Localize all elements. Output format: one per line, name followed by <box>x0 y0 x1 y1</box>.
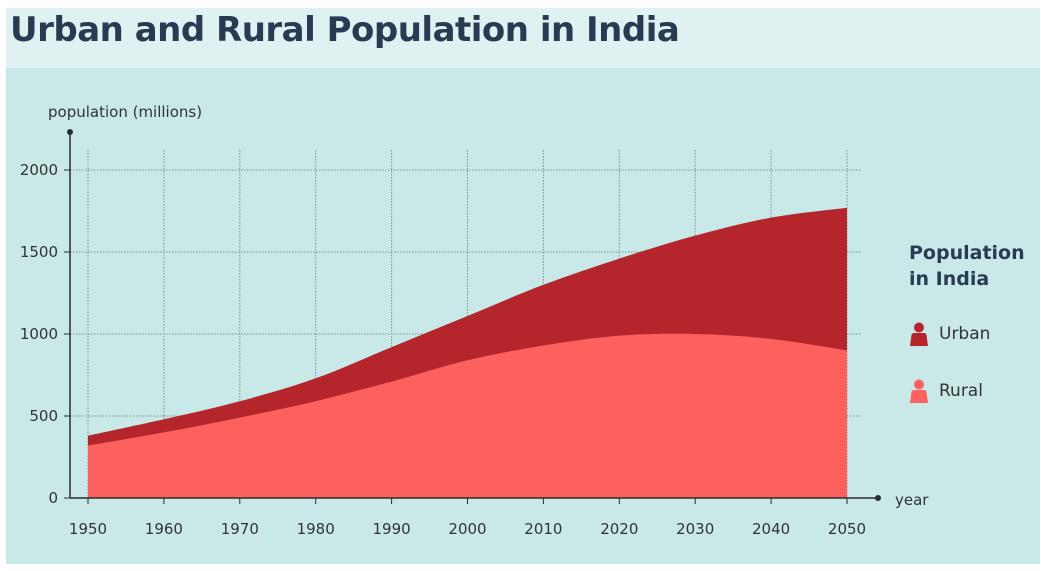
y-tick-label: 0 <box>48 489 58 507</box>
page-title: Urban and Rural Population in India <box>10 10 680 50</box>
x-tick-label: 1980 <box>297 520 335 538</box>
legend-title-line1: Population <box>909 242 1025 264</box>
x-tick-label: 2050 <box>828 520 866 538</box>
legend-title: Population in India <box>909 240 1025 292</box>
y-axis-title: population (millions) <box>48 103 202 121</box>
person-icon <box>910 379 928 403</box>
area-chart: population (millions) year 1950 1960 1970 1… <box>20 103 929 538</box>
y-tick-label: 500 <box>29 407 58 425</box>
rural-area <box>88 333 847 498</box>
x-axis-arrow-dot <box>875 495 881 501</box>
x-tick-label: 2030 <box>676 520 714 538</box>
y-tick-label: 1000 <box>20 325 58 343</box>
legend-title-line2: in India <box>909 268 990 290</box>
tick-labels: 1950 1960 1970 1980 1990 2000 2010 2020 2030 2040… <box>20 161 866 538</box>
x-tick-label: 2040 <box>752 520 790 538</box>
x-tick-label: 1950 <box>69 520 107 538</box>
x-tick-label: 2000 <box>448 520 486 538</box>
legend-item-rural: Rural <box>909 377 983 405</box>
x-tick-label: 1990 <box>373 520 411 538</box>
x-tick-label: 1970 <box>221 520 259 538</box>
legend-label-urban: Urban <box>939 324 991 344</box>
title-bar: Urban and Rural Population in India <box>6 8 1040 68</box>
y-tick-label: 2000 <box>20 161 58 179</box>
x-tick-label: 2010 <box>524 520 562 538</box>
person-icon <box>910 322 928 346</box>
plot-areas <box>88 207 847 498</box>
x-axis-title: year <box>895 491 929 509</box>
y-tick-label: 1500 <box>20 243 58 261</box>
legend: Population in India Urban Rural <box>909 240 1025 403</box>
axes: population (millions) year <box>48 103 929 509</box>
y-axis-arrow-dot <box>67 129 73 135</box>
x-tick-label: 2020 <box>600 520 638 538</box>
legend-item-urban: Urban <box>909 320 990 348</box>
x-tick-label: 1960 <box>145 520 183 538</box>
legend-label-rural: Rural <box>939 381 983 401</box>
chart-frame: Urban and Rural Population in India popu… <box>6 8 1040 564</box>
